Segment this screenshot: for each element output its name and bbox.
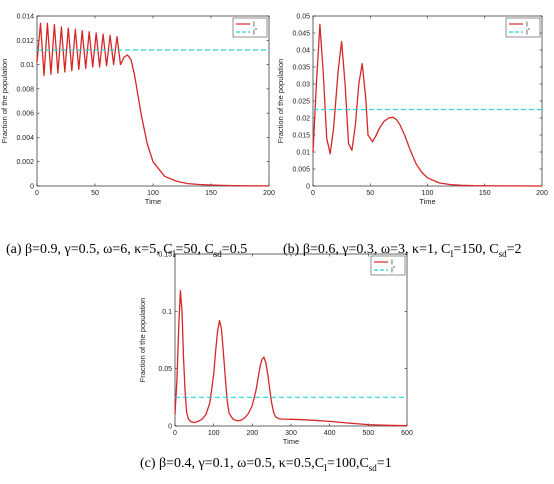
legend-label: I* bbox=[526, 28, 530, 37]
x-axis-label: Time bbox=[145, 197, 161, 206]
y-tick-label: 0 bbox=[306, 184, 310, 191]
chart-b: 0 50 100 150 200 0 0.005 0.01 0.015 0.02 0.025 0.03… bbox=[276, 14, 548, 207]
y-tick-label: 0.04 bbox=[296, 48, 310, 55]
x-tick-label: 150 bbox=[205, 190, 217, 197]
caption-c: (c) β=0.4, γ=0.1, ω=0.5, κ=0.5,CI=100,Cs… bbox=[140, 456, 392, 473]
x-tick-label: 0 bbox=[311, 190, 315, 197]
y-tick-label: 0.05 bbox=[158, 366, 172, 373]
y-tick-label: 0.025 bbox=[292, 99, 310, 106]
y-axis-label: Fraction of the population bbox=[0, 59, 9, 144]
y-tick-label: 0.002 bbox=[16, 159, 34, 166]
legend-box bbox=[370, 255, 406, 276]
y-tick-label: 0.012 bbox=[16, 38, 34, 45]
x-tick-label: 0 bbox=[173, 430, 177, 437]
y-axis-label: Fraction of the population bbox=[138, 298, 147, 383]
y-axis-label: Fraction of the population bbox=[276, 59, 285, 144]
y-tick-label: 0.03 bbox=[296, 82, 310, 89]
y-tick-label: 0.045 bbox=[292, 31, 310, 38]
y-tick-label: 0.15 bbox=[158, 252, 172, 259]
x-tick-label: 500 bbox=[362, 430, 374, 437]
legend-box bbox=[232, 17, 268, 38]
x-tick-label: 200 bbox=[246, 430, 258, 437]
y-tick-label: 0.1 bbox=[162, 309, 172, 316]
y-tick-label: 0.015 bbox=[292, 133, 310, 140]
legend-label: I* bbox=[391, 266, 395, 275]
x-tick-label: 50 bbox=[366, 190, 374, 197]
plot-frame-a bbox=[36, 15, 270, 187]
x-tick-label: 150 bbox=[479, 190, 491, 197]
series-line-infected bbox=[174, 290, 408, 427]
y-tick-label: 0.006 bbox=[16, 111, 34, 118]
y-tick-label: 0.005 bbox=[292, 167, 310, 174]
y-tick-label: 0.004 bbox=[16, 135, 34, 142]
x-tick-label: 200 bbox=[536, 190, 548, 197]
y-tick-label: 0 bbox=[168, 424, 172, 431]
chart-a: 0 50 100 150 200 0 0.002 0.004 0.006 0.008 0.01 0.0… bbox=[0, 14, 275, 207]
caption-a: (a) β=0.9, γ=0.5, ω=6, κ=5, CI=50, Csd=0… bbox=[6, 242, 248, 259]
x-tick-label: 50 bbox=[91, 190, 99, 197]
x-tick-label: 100 bbox=[147, 190, 159, 197]
x-tick-label: 300 bbox=[285, 430, 297, 437]
series-line-infected bbox=[36, 22, 270, 187]
y-tick-label: 0.05 bbox=[296, 14, 310, 21]
x-tick-label: 200 bbox=[263, 190, 275, 197]
x-tick-label: 400 bbox=[324, 430, 336, 437]
legend-b: II* bbox=[505, 17, 541, 38]
legend-box bbox=[505, 17, 541, 38]
legend-label: I bbox=[391, 260, 393, 267]
legend-label: I bbox=[253, 22, 255, 29]
x-tick-label: 100 bbox=[208, 430, 220, 437]
x-tick-label: 600 bbox=[401, 430, 413, 437]
x-tick-label: 100 bbox=[422, 190, 434, 197]
y-tick-label: 0.01 bbox=[296, 150, 310, 157]
y-tick-label: 0.035 bbox=[292, 65, 310, 72]
plot-frame-b bbox=[312, 15, 543, 187]
y-tick-label: 0.01 bbox=[20, 62, 34, 69]
chart-c: 0 100 200 300 400 500 600 0 0.05 0.1 0.15 Time Fract… bbox=[138, 252, 413, 447]
y-tick-label: 0.008 bbox=[16, 86, 34, 93]
x-tick-label: 0 bbox=[35, 190, 39, 197]
series-line-infected bbox=[312, 23, 543, 187]
caption-b: (b) β=0.6, γ=0.3, ω=3, κ=1, CI=150, Csd=… bbox=[283, 242, 522, 259]
x-axis-label: Time bbox=[419, 197, 435, 206]
legend-label: I bbox=[526, 22, 528, 29]
x-axis-label: Time bbox=[283, 437, 299, 446]
legend-c: II* bbox=[370, 255, 406, 276]
legend-a: II* bbox=[232, 17, 268, 38]
legend-label: I* bbox=[253, 28, 257, 37]
y-tick-label: 0.014 bbox=[16, 14, 34, 21]
y-tick-label: 0 bbox=[30, 184, 34, 191]
y-tick-label: 0.02 bbox=[296, 116, 310, 123]
